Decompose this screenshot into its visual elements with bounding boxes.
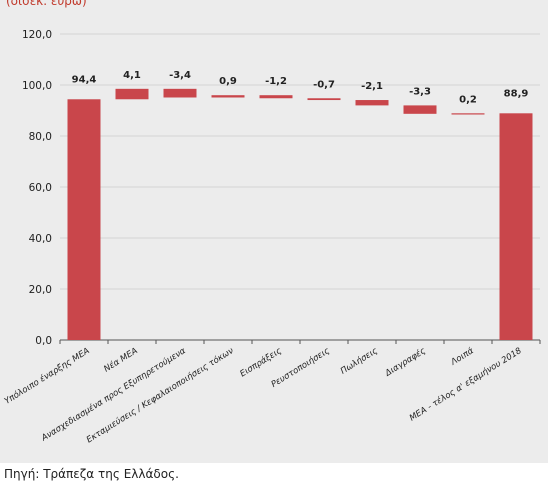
bar — [163, 88, 197, 98]
bar — [115, 88, 149, 100]
bar — [307, 98, 341, 101]
bar — [499, 113, 533, 341]
y-tick-label: 120,0 — [22, 29, 52, 41]
y-tick-label: 0,0 — [35, 335, 52, 347]
data-label: 4,1 — [123, 70, 141, 81]
chart-panel: 0,0 20,0 40,0 60,0 80,0 100,0 120,0 94,4 Υπόλοιπ… — [0, 0, 548, 463]
y-tick-label: 100,0 — [22, 80, 52, 92]
data-label: 88,9 — [504, 88, 529, 99]
waterfall-chart: 0,0 20,0 40,0 60,0 80,0 100,0 120,0 94,4 Υπόλοιπ… — [2, 29, 541, 445]
data-label: -2,1 — [361, 81, 383, 92]
x-category-label: Πωλήσεις — [339, 346, 380, 377]
bar — [259, 95, 293, 99]
bar — [451, 113, 485, 115]
bar — [67, 99, 101, 340]
data-label: -1,2 — [265, 76, 287, 87]
data-label: 0,9 — [219, 76, 237, 87]
bar — [211, 95, 245, 98]
data-label: 94,4 — [72, 74, 97, 85]
x-category-label: Διαγραφές — [382, 345, 427, 379]
x-category-label: Υπόλοιπο έναρξης ΜΕΑ — [2, 345, 91, 407]
x-category-label: Λοιπά — [449, 346, 476, 368]
y-tick-label: 40,0 — [29, 233, 52, 245]
data-label: -0,7 — [313, 79, 335, 90]
data-label: -3,3 — [409, 86, 431, 97]
unit-label: (δισεκ. ευρώ) — [6, 0, 87, 8]
y-tick-label: 60,0 — [29, 182, 52, 194]
x-category-label: Νέα ΜΕΑ — [102, 345, 140, 374]
bar — [403, 105, 437, 114]
bar — [355, 100, 389, 106]
data-label: 0,2 — [459, 94, 477, 105]
data-label: -3,4 — [169, 70, 191, 81]
y-tick-label: 80,0 — [29, 131, 52, 143]
y-tick-label: 20,0 — [29, 284, 52, 296]
x-category-label: Εισπράξεις — [238, 346, 283, 379]
source-note: Πηγή: Τράπεζα της Ελλάδος. — [4, 467, 179, 481]
